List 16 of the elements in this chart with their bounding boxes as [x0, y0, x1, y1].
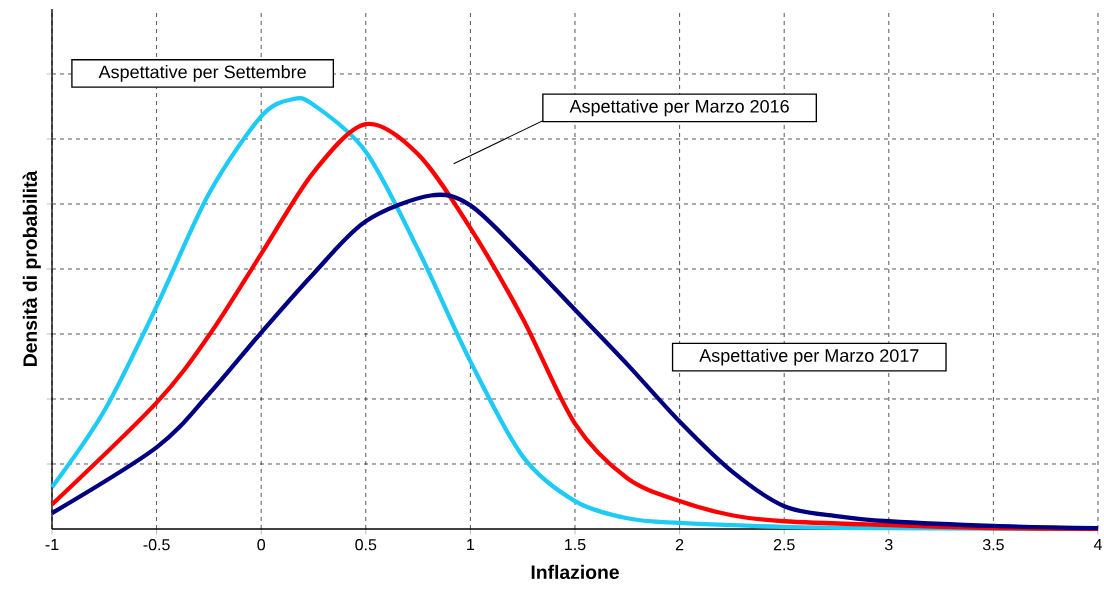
x-axis-title: Inflazione	[531, 564, 619, 580]
x-tick-label: 1.5	[565, 539, 586, 551]
x-tick-label: 3	[884, 539, 893, 551]
x-tick-label: 4	[1093, 539, 1102, 551]
x-tick-label: 2	[675, 539, 684, 551]
text: Aspettative per Marzo 2017	[699, 348, 919, 366]
x-tick-label: 0.5	[355, 539, 377, 551]
x-tick-label: 3.5	[982, 539, 1004, 551]
text: Aspettative per Marzo 2016	[569, 99, 789, 117]
x-tick-label: 2.5	[773, 539, 795, 551]
x-tick-label: -1	[45, 539, 59, 551]
series-label: Aspettative per Settembre	[98, 65, 306, 82]
y-axis-title: Densità di probabilità	[22, 170, 41, 366]
x-tick-label: 1	[467, 539, 475, 551]
x-tick-label: 0	[257, 539, 266, 551]
x-tick-label: -0.5	[143, 539, 170, 551]
